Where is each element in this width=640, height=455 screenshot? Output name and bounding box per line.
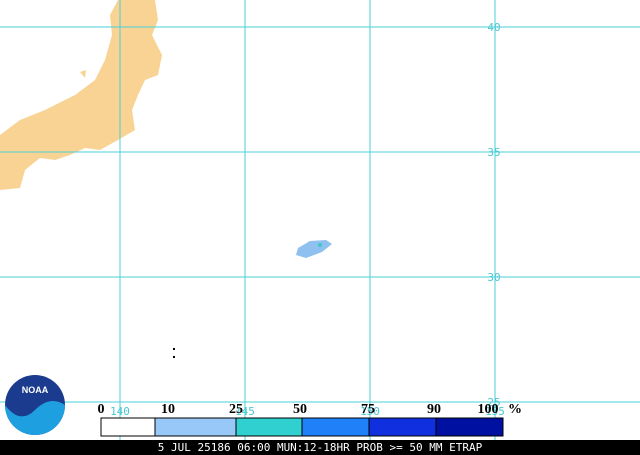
noaa-logo: NOAA — [5, 375, 65, 435]
legend-swatch — [368, 417, 437, 437]
caption: 5 JUL 25186 06:00 MUN:12-18HR PROB >= 50… — [158, 441, 483, 454]
probability-core — [318, 243, 322, 247]
latitude-label: 25 — [487, 396, 500, 409]
color-legend: 0 10 25 50 75 90 100% — [98, 402, 522, 437]
legend-label: 90 — [427, 402, 441, 417]
legend-label: 25 — [229, 402, 243, 417]
longitude-label: 155 — [485, 405, 505, 418]
longitude-label: 140 — [110, 405, 130, 418]
legend-label: 10 — [161, 402, 175, 417]
latitude-label: 30 — [487, 271, 500, 284]
legend-swatch — [301, 417, 370, 437]
land-island — [80, 70, 86, 78]
longitude-label: 150 — [360, 405, 380, 418]
legend-swatch — [100, 417, 156, 437]
legend-label: 100 — [478, 402, 499, 417]
legend-label: % — [508, 402, 522, 417]
probability-area — [296, 240, 332, 258]
logo-text: NOAA — [22, 385, 49, 395]
logo-wave — [5, 401, 65, 435]
latitude-label: 35 — [487, 146, 500, 159]
caption-bar — [0, 440, 640, 455]
latitude-label: 40 — [487, 21, 500, 34]
longitude-label: 145 — [235, 405, 255, 418]
graticule: 40 35 30 25 140 145 150 155 — [0, 0, 640, 440]
island-dot — [173, 356, 175, 358]
island-dot — [173, 348, 175, 350]
legend-swatch — [435, 417, 504, 437]
legend-label: 50 — [293, 402, 307, 417]
legend-label: 75 — [361, 402, 375, 417]
land-japan — [0, 0, 162, 190]
legend-label: 0 — [98, 402, 105, 417]
legend-swatch — [235, 417, 303, 437]
legend-swatch — [154, 417, 237, 437]
